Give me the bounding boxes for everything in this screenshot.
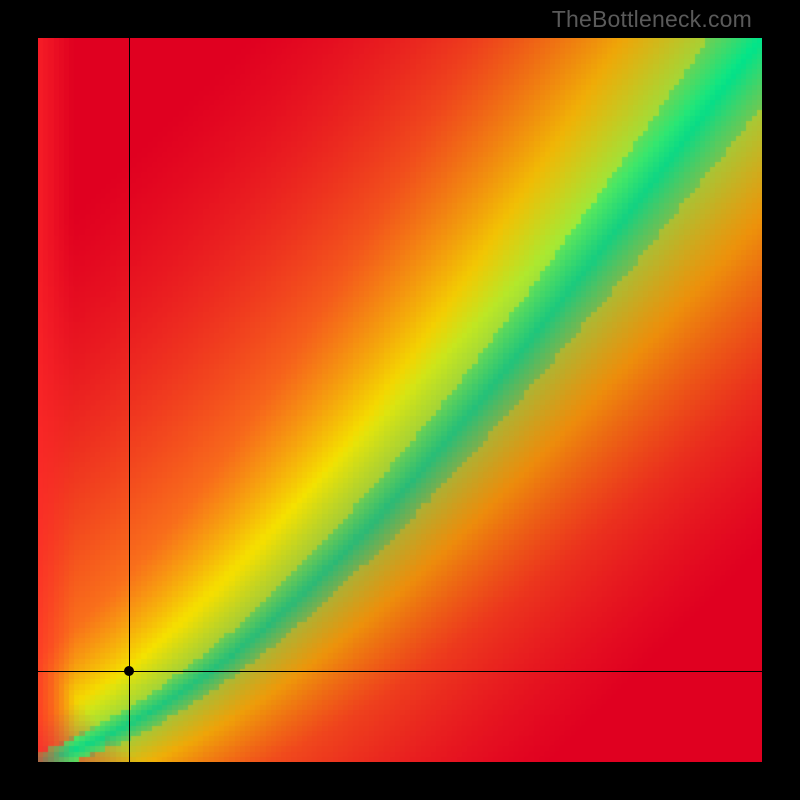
bottleneck-heatmap (38, 38, 762, 762)
crosshair-horizontal (38, 671, 762, 672)
heatmap-canvas (38, 38, 762, 762)
crosshair-marker (124, 666, 134, 676)
watermark-text: TheBottleneck.com (552, 6, 752, 33)
crosshair-vertical (129, 38, 130, 762)
